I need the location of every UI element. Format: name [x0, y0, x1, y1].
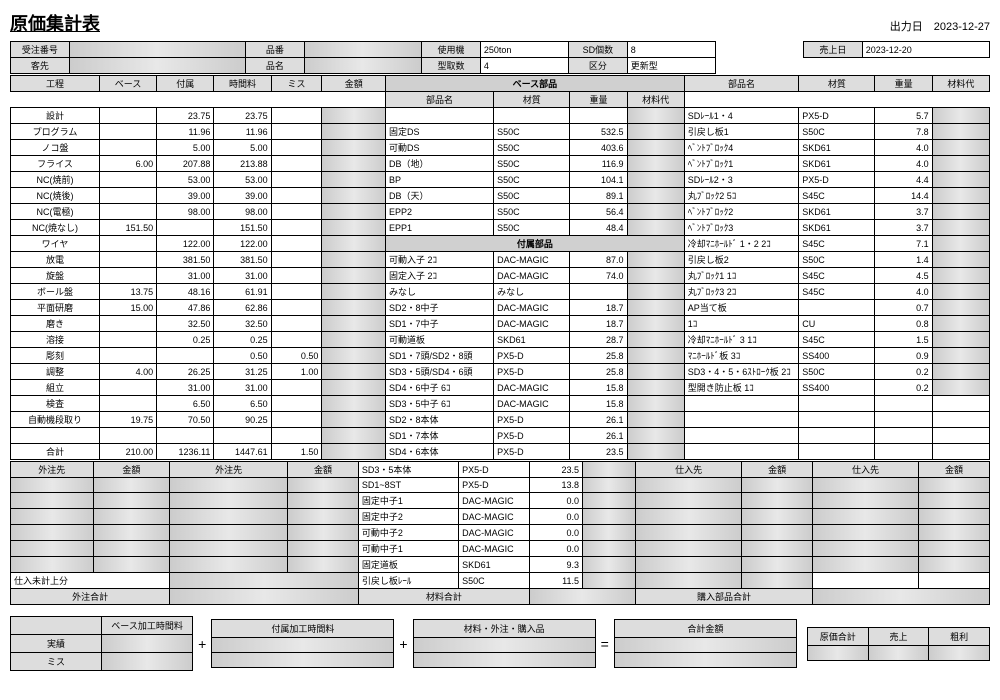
base-part-name: [386, 108, 494, 124]
right-part-name: 冷却ﾏﾆﾎｰﾙﾄﾞ 3 1ｺ: [684, 332, 798, 348]
process-name: 旋盤: [11, 268, 100, 284]
hdr-sd: SD個数: [569, 42, 628, 58]
calc-attach-box: 付属加工時間料: [211, 619, 394, 668]
hdr-order-no: 受注番号: [11, 42, 70, 58]
right-part-name: SDﾚｰﾙ2・3: [684, 172, 798, 188]
process-name: 溶接: [11, 332, 100, 348]
process-name: NC(電極): [11, 204, 100, 220]
plus-icon: +: [198, 636, 206, 652]
process-name: ワイヤ: [11, 236, 100, 252]
calc-row: ベース加工時間料 実績 ミス + 付属加工時間料 + 材料・外注・購入品 = 合…: [10, 616, 990, 671]
plus-icon: +: [399, 636, 407, 652]
attach-part-name: 可動入子 2ｺ: [386, 252, 494, 268]
process-name: 検査: [11, 396, 100, 412]
page-title: 原価集計表: [10, 10, 100, 36]
main-table: 工程ベース付属時間料ミス金額 ベース部品 部品名材質重量材料代 部品名材質重量材…: [10, 75, 990, 460]
attach-part-name: SD3・5頭/SD4・6頭: [386, 364, 494, 380]
attach-part-name: SD1・7中子: [386, 316, 494, 332]
right-part-name: ﾍﾞﾝﾄﾌﾞﾛｯｸ2: [684, 204, 798, 220]
attach-part-name: 固定道板: [358, 557, 458, 573]
process-name: フライス: [11, 156, 100, 172]
hdr-category: 区分: [569, 58, 628, 74]
attach-part-name: 固定中子2: [358, 509, 458, 525]
process-name: プログラム: [11, 124, 100, 140]
attach-part-name: 固定中子1: [358, 493, 458, 509]
right-part-name: 型開き防止板 1ｺ: [684, 380, 798, 396]
attach-part-name: 可動中子2: [358, 525, 458, 541]
process-name: 自動機段取り: [11, 412, 100, 428]
equals-icon: =: [601, 636, 609, 652]
attach-part-name: 固定入子 2ｺ: [386, 268, 494, 284]
process-name: 組立: [11, 380, 100, 396]
base-part-name: 可動DS: [386, 140, 494, 156]
base-part-name: EPP2: [386, 204, 494, 220]
base-part-name: DB（地）: [386, 156, 494, 172]
title-row: 原価集計表 出力日 2023-12-27: [10, 10, 990, 36]
sub-total-label: 外注合計: [11, 589, 170, 605]
base-part-name: BP: [386, 172, 494, 188]
process-name: NC(焼前): [11, 172, 100, 188]
calc-total-box: 合計金額: [614, 619, 797, 668]
attach-part-name: SD2・8本体: [386, 412, 494, 428]
base-part-name: EPP1: [386, 220, 494, 236]
hdr-mold: 型取数: [422, 58, 481, 74]
hdr-sales-date: 売上日: [803, 42, 862, 58]
process-name: 磨き: [11, 316, 100, 332]
attach-part-name: SD4・6中子 6ｺ: [386, 380, 494, 396]
right-part-name: ﾏﾆﾎｰﾙﾄﾞ板 3ｺ: [684, 348, 798, 364]
right-part-name: ﾍﾞﾝﾄﾌﾞﾛｯｸ1: [684, 156, 798, 172]
buy-total-label: 購入部品合計: [636, 589, 813, 605]
hdr-part-no: 品番: [245, 42, 304, 58]
calc-mat-box: 材料・外注・購入品: [413, 619, 596, 668]
attach-part-name: SD4・6本体: [386, 444, 494, 460]
attach-part-name: みなし: [386, 284, 494, 300]
process-name: ボール盤: [11, 284, 100, 300]
base-part-name: 固定DS: [386, 124, 494, 140]
hdr-customer: 客先: [11, 58, 70, 74]
process-name: 設計: [11, 108, 100, 124]
process-total: 合計: [11, 444, 100, 460]
base-parts-header: ベース部品: [386, 76, 685, 92]
right-part-name: 引戻し板2: [684, 252, 798, 268]
process-name: 放電: [11, 252, 100, 268]
attach-part-name: 可動道板: [386, 332, 494, 348]
right-part-name: 丸ﾌﾞﾛｯｸ1 1ｺ: [684, 268, 798, 284]
attach-parts-header: 付属部品: [386, 236, 685, 252]
hdr-part-name: 品名: [245, 58, 304, 74]
process-name: ノコ盤: [11, 140, 100, 156]
attach-part-name: SD1~8ST: [358, 478, 458, 493]
right-part-name: ﾍﾞﾝﾄﾌﾞﾛｯｸ3: [684, 220, 798, 236]
process-name: 平面研磨: [11, 300, 100, 316]
base-part-name: DB（天）: [386, 188, 494, 204]
right-part-name: AP当て板: [684, 300, 798, 316]
right-part-name: ﾍﾞﾝﾄﾌﾞﾛｯｸ4: [684, 140, 798, 156]
sub-table: 外注先金額外注先金額 SD3・5本体PX5-D23.5 仕入先金額仕入先金額 S…: [10, 461, 990, 605]
process-name: 調整: [11, 364, 100, 380]
header-table: 受注番号 品番 使用機250ton SD個数8 売上日2023-12-20 客先…: [10, 41, 990, 74]
hdr-machine: 使用機: [422, 42, 481, 58]
attach-part-name: SD3・5中子 6ｺ: [386, 396, 494, 412]
output-date: 出力日 2023-12-27: [890, 18, 990, 34]
process-name: [11, 428, 100, 444]
calc-time-box: ベース加工時間料 実績 ミス: [10, 616, 193, 671]
right-part-name: 引戻し板1: [684, 124, 798, 140]
process-name: 彫刻: [11, 348, 100, 364]
attach-part-name: SD1・7頭/SD2・8頭: [386, 348, 494, 364]
right-part-name: SD3・4・5・6ｽﾄﾛｰｸ板 2ｺ: [684, 364, 798, 380]
process-name: NC(焼なし): [11, 220, 100, 236]
attach-part-name: SD2・8中子: [386, 300, 494, 316]
right-part-name: SDﾚｰﾙ1・4: [684, 108, 798, 124]
process-name: NC(焼後): [11, 188, 100, 204]
right-part-name: 冷却ﾏﾆﾎｰﾙﾄﾞ 1・2 2ｺ: [684, 236, 798, 252]
mat-total-label: 材料合計: [358, 589, 529, 605]
right-part-name: 丸ﾌﾞﾛｯｸ3 2ｺ: [684, 284, 798, 300]
attach-part-name: SD1・7本体: [386, 428, 494, 444]
calc-summary-box: 原価合計売上粗利: [807, 627, 990, 661]
right-part-name: 丸ﾌﾞﾛｯｸ2 5ｺ: [684, 188, 798, 204]
attach-part-name: 可動中子1: [358, 541, 458, 557]
right-part-name: 1ｺ: [684, 316, 798, 332]
sub-pending-label: 仕入未計上分: [11, 573, 170, 589]
